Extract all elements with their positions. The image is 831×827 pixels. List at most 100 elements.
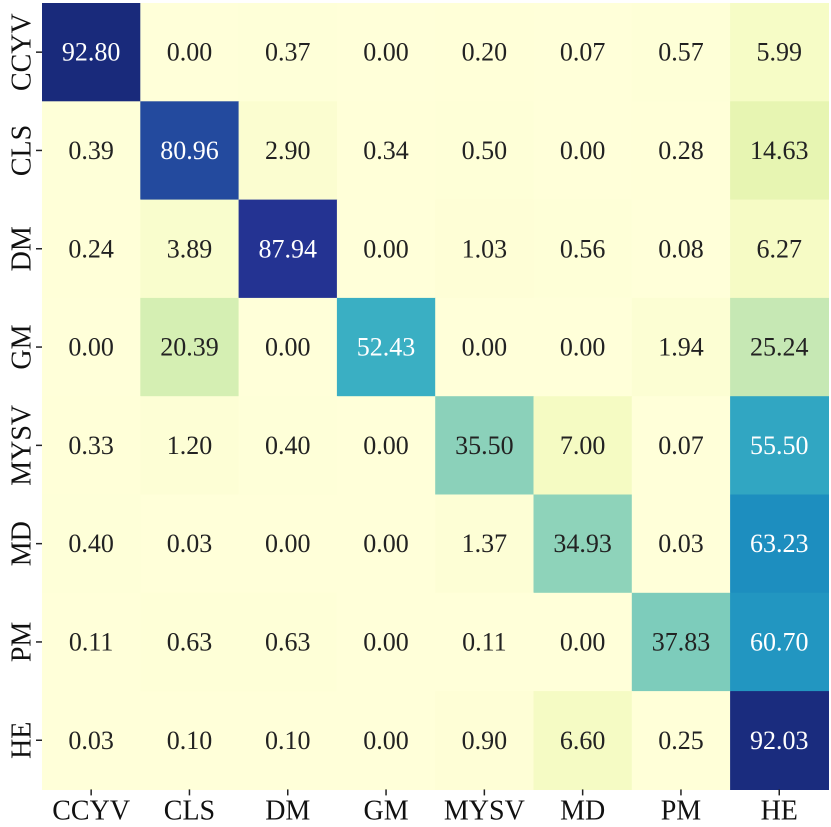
heatmap-cell-value: 0.00 (560, 627, 606, 656)
y-tick-label: PM (7, 622, 38, 663)
x-axis-ticks: CCYV CLS DM GM MYSV MD PM HE (52, 789, 798, 826)
heatmap-cell-value: 0.00 (265, 529, 311, 558)
heatmap-cell-value: 60.70 (750, 627, 809, 656)
x-tick-label: CCYV (52, 795, 130, 826)
heatmap-cell (336, 297, 436, 397)
heatmap-cell (435, 297, 535, 397)
heatmap-cell (631, 3, 731, 102)
heatmap-cell-value: 0.10 (265, 726, 311, 755)
heatmap-cell (336, 101, 436, 201)
heatmap-cell-value: 1.20 (167, 431, 213, 460)
x-tick-label: GM (363, 795, 408, 826)
heatmap-cell (238, 3, 338, 102)
y-tick-label: GM (7, 324, 38, 369)
heatmap-cell-value: 0.11 (462, 627, 507, 656)
x-tick-label: DM (265, 795, 310, 826)
heatmap-cell (533, 199, 633, 299)
heatmap-cell-value: 0.40 (68, 529, 114, 558)
heatmap-cell-value: 0.34 (363, 136, 409, 165)
heatmap-cell (42, 3, 141, 102)
heatmap-cell (238, 691, 338, 790)
heatmap-cell-value: 55.50 (750, 431, 809, 460)
heatmap-cell (533, 592, 633, 692)
heatmap-cell-value: 0.90 (462, 726, 508, 755)
heatmap-cell-value: 0.03 (68, 726, 114, 755)
heatmap-cell-value: 0.00 (363, 627, 409, 656)
heatmap-cell (238, 101, 338, 201)
heatmap-cell-value: 0.00 (363, 431, 409, 460)
heatmap-cell (336, 494, 436, 594)
heatmap-cell (533, 101, 633, 201)
y-tick-label: MYSV (7, 405, 38, 486)
heatmap-cell (42, 396, 141, 496)
x-tick-label: HE (761, 795, 798, 826)
heatmap-cell-value: 1.94 (658, 333, 704, 362)
heatmap-cell (533, 3, 633, 102)
heatmap-cell-value: 3.89 (167, 234, 213, 263)
heatmap-cell-value: 0.25 (658, 726, 704, 755)
heatmap-cell-value: 0.00 (363, 234, 409, 263)
heatmap-cell (238, 494, 338, 594)
heatmap-cell-value: 0.00 (167, 38, 213, 67)
heatmap-cell (42, 592, 141, 692)
heatmap-cell-value: 0.24 (68, 234, 114, 263)
heatmap-cell-value: 0.07 (560, 38, 606, 67)
heatmap-cell-value: 0.07 (658, 431, 704, 460)
heatmap-cell-value: 87.94 (259, 234, 318, 263)
heatmap-cell-value: 0.00 (560, 136, 606, 165)
heatmap-cell-value: 6.60 (560, 726, 606, 755)
heatmap-cell (631, 691, 731, 790)
y-tick-label: HE (7, 722, 38, 759)
heatmap-cell-value: 0.28 (658, 136, 704, 165)
heatmap-cell (631, 297, 731, 397)
heatmap-cell-value: 0.37 (265, 38, 311, 67)
heatmap-cell-value: 0.03 (167, 529, 213, 558)
heatmap-cell (533, 297, 633, 397)
heatmap-cell-value: 0.00 (560, 333, 606, 362)
heatmap-cell (730, 396, 829, 496)
heatmap-cell (140, 101, 240, 201)
heatmap-cell (730, 691, 829, 790)
heatmap-cell-labels: 92.80 0.00 0.37 0.00 0.20 0.07 0.57 5.99 0.39 80.… (62, 38, 809, 755)
heatmap-cell (336, 3, 436, 102)
heatmap-cell (631, 592, 731, 692)
heatmap-cell-value: 0.00 (462, 333, 508, 362)
heatmap-cell (42, 691, 141, 790)
heatmap-cell (435, 691, 535, 790)
heatmap-cell-value: 0.08 (658, 234, 704, 263)
heatmap-cell-value: 0.11 (69, 627, 114, 656)
heatmap-cell (631, 396, 731, 496)
heatmap-cell (435, 199, 535, 299)
heatmap-cell (631, 494, 731, 594)
y-tick-label: CCYV (7, 13, 38, 91)
heatmap-cells (42, 3, 829, 790)
heatmap-cell-value: 0.56 (560, 234, 606, 263)
heatmap-cell-value: 1.03 (462, 234, 508, 263)
x-tick-label: PM (661, 795, 702, 826)
heatmap-cell-value: 0.39 (68, 136, 114, 165)
heatmap-cell (336, 691, 436, 790)
x-tick-label: MD (560, 795, 605, 826)
heatmap-cell-value: 34.93 (553, 529, 612, 558)
heatmap-cell (140, 592, 240, 692)
heatmap-cell (730, 297, 829, 397)
heatmap-cell-value: 0.20 (462, 38, 508, 67)
heatmap-cell (730, 101, 829, 201)
heatmap-cell (336, 592, 436, 692)
heatmap-cell-value: 6.27 (757, 234, 803, 263)
heatmap-cell (730, 592, 829, 692)
heatmap-cell (238, 592, 338, 692)
heatmap-cell-value: 0.00 (363, 38, 409, 67)
heatmap-cell-value: 0.40 (265, 431, 311, 460)
x-tick-label: CLS (164, 795, 215, 826)
heatmap-cell-value: 0.10 (167, 726, 213, 755)
y-tick-label: MD (7, 521, 38, 566)
heatmap-cell-value: 35.50 (455, 431, 514, 460)
heatmap-cell (631, 101, 731, 201)
heatmap-cell (238, 396, 338, 496)
heatmap-cell (435, 396, 535, 496)
heatmap-cell-value: 0.63 (167, 627, 213, 656)
heatmap-cell-value: 92.80 (62, 38, 121, 67)
y-tick-label: DM (7, 226, 38, 271)
